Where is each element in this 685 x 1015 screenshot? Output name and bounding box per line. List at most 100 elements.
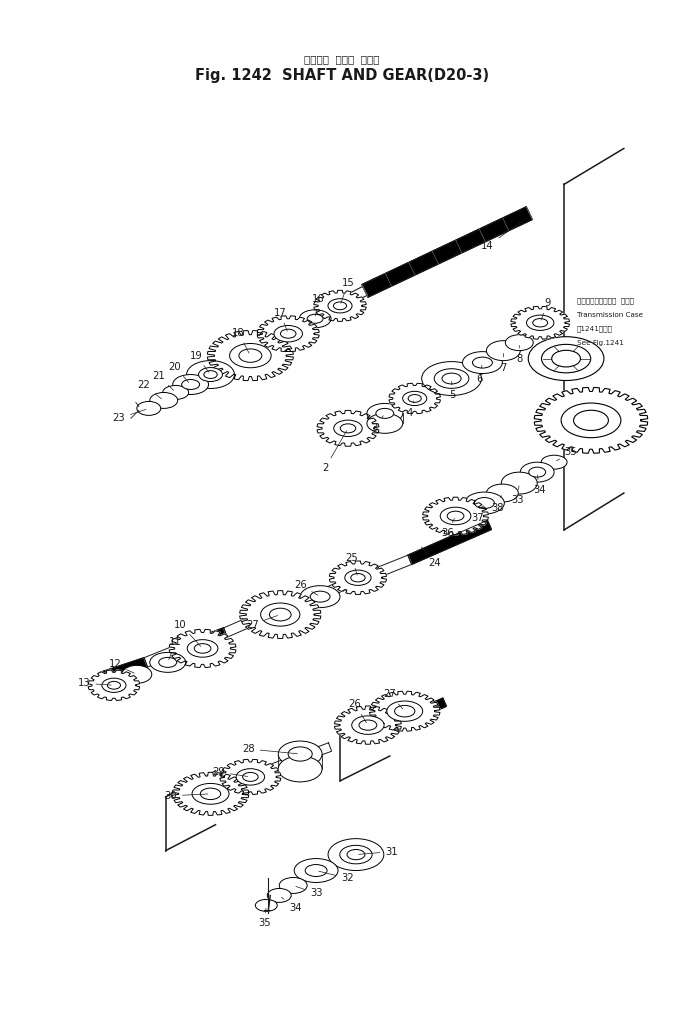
- Ellipse shape: [347, 850, 365, 860]
- Polygon shape: [317, 410, 379, 447]
- Text: 36: 36: [441, 519, 454, 538]
- Text: 4: 4: [407, 401, 414, 418]
- Text: Fig. 1242  SHAFT AND GEAR(D20-3): Fig. 1242 SHAFT AND GEAR(D20-3): [195, 68, 489, 83]
- Text: 16: 16: [312, 294, 325, 316]
- Polygon shape: [169, 629, 236, 668]
- Text: 38: 38: [491, 495, 503, 513]
- Text: 11: 11: [169, 637, 182, 660]
- Ellipse shape: [278, 756, 322, 782]
- Ellipse shape: [434, 368, 469, 389]
- Text: 19: 19: [190, 350, 209, 373]
- Ellipse shape: [359, 720, 377, 730]
- Polygon shape: [370, 691, 440, 731]
- Ellipse shape: [464, 492, 504, 514]
- Ellipse shape: [294, 859, 338, 882]
- Polygon shape: [258, 316, 319, 351]
- Polygon shape: [308, 583, 342, 604]
- Ellipse shape: [288, 747, 312, 761]
- Ellipse shape: [307, 315, 323, 323]
- Ellipse shape: [395, 705, 415, 717]
- Text: トランスミッション  ケース: トランスミッション ケース: [577, 297, 634, 304]
- Ellipse shape: [442, 374, 461, 384]
- Polygon shape: [314, 290, 366, 322]
- Ellipse shape: [334, 301, 347, 310]
- Text: 2: 2: [322, 430, 347, 473]
- Ellipse shape: [506, 335, 533, 350]
- Ellipse shape: [340, 424, 356, 432]
- Ellipse shape: [328, 298, 352, 313]
- Text: See Fig.1241: See Fig.1241: [577, 340, 624, 346]
- Polygon shape: [173, 286, 367, 393]
- Text: 10: 10: [175, 619, 201, 647]
- Text: 23: 23: [112, 409, 146, 423]
- Ellipse shape: [242, 772, 258, 782]
- Ellipse shape: [163, 386, 188, 400]
- Ellipse shape: [310, 591, 330, 602]
- Polygon shape: [173, 772, 249, 815]
- Text: 27: 27: [246, 615, 277, 629]
- Ellipse shape: [239, 349, 262, 362]
- Text: 27: 27: [384, 689, 403, 709]
- Ellipse shape: [279, 878, 307, 893]
- Polygon shape: [253, 595, 312, 624]
- Ellipse shape: [387, 701, 423, 722]
- Ellipse shape: [173, 375, 208, 395]
- Text: 9: 9: [541, 297, 550, 320]
- Text: 31: 31: [359, 847, 398, 857]
- Text: 33: 33: [296, 886, 323, 898]
- Ellipse shape: [108, 681, 121, 689]
- Ellipse shape: [367, 413, 403, 433]
- Ellipse shape: [200, 788, 221, 800]
- Ellipse shape: [267, 888, 291, 902]
- Ellipse shape: [256, 899, 277, 911]
- Ellipse shape: [541, 344, 590, 373]
- Ellipse shape: [440, 508, 471, 525]
- Ellipse shape: [182, 380, 199, 390]
- Polygon shape: [389, 384, 440, 414]
- Ellipse shape: [486, 341, 521, 360]
- Ellipse shape: [236, 768, 264, 786]
- Text: 33: 33: [511, 486, 523, 505]
- Text: 37: 37: [471, 505, 484, 523]
- Polygon shape: [88, 670, 140, 700]
- Ellipse shape: [229, 343, 271, 367]
- Text: 3: 3: [372, 416, 384, 433]
- Text: 29: 29: [212, 767, 248, 776]
- Ellipse shape: [351, 573, 365, 582]
- Text: 22: 22: [138, 381, 162, 399]
- Ellipse shape: [521, 462, 554, 482]
- Text: 21: 21: [152, 370, 174, 391]
- Ellipse shape: [475, 497, 495, 509]
- Polygon shape: [393, 698, 447, 728]
- Ellipse shape: [501, 472, 537, 494]
- Ellipse shape: [150, 393, 177, 408]
- Ellipse shape: [305, 865, 327, 877]
- Text: 32: 32: [319, 871, 354, 883]
- Ellipse shape: [551, 350, 580, 367]
- Polygon shape: [534, 388, 648, 454]
- Ellipse shape: [186, 360, 234, 389]
- Polygon shape: [99, 658, 147, 682]
- Ellipse shape: [462, 351, 502, 374]
- Ellipse shape: [269, 608, 291, 621]
- Text: 14: 14: [481, 218, 527, 251]
- Ellipse shape: [533, 319, 548, 327]
- Ellipse shape: [541, 455, 567, 469]
- Text: 24: 24: [421, 547, 441, 567]
- Polygon shape: [511, 307, 569, 339]
- Ellipse shape: [274, 326, 303, 342]
- Text: 6: 6: [476, 365, 483, 384]
- Ellipse shape: [340, 845, 372, 864]
- Ellipse shape: [102, 678, 126, 692]
- Polygon shape: [408, 521, 491, 564]
- Text: 17: 17: [274, 308, 287, 331]
- Polygon shape: [264, 743, 332, 775]
- Text: 15: 15: [341, 278, 354, 303]
- Ellipse shape: [122, 666, 152, 683]
- Ellipse shape: [137, 401, 161, 415]
- Text: 35: 35: [258, 908, 271, 929]
- Ellipse shape: [192, 784, 229, 804]
- Ellipse shape: [528, 337, 604, 381]
- Polygon shape: [362, 207, 532, 297]
- Ellipse shape: [328, 838, 384, 871]
